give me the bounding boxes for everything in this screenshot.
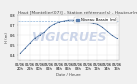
Text: VIGICRUES: VIGICRUES	[31, 31, 106, 44]
Text: Haut [Montélier(07)] - Station référence(s) - Hauteur(m) et 03/06/2024 08:10: Haut [Montélier(07)] - Station référence…	[18, 10, 137, 14]
Legend: Niveau Bassin (m): Niveau Bassin (m)	[74, 17, 117, 23]
X-axis label: Date / Heure: Date / Heure	[56, 73, 81, 77]
Y-axis label: H (m): H (m)	[5, 32, 9, 43]
